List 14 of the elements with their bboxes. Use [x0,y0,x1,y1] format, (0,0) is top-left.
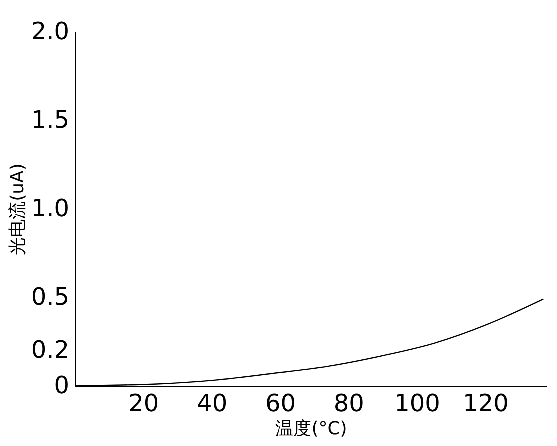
x-tick-label: 20 [128,390,160,418]
y-tick-label: 0.5 [31,283,70,311]
y-tick-label: 1.5 [31,106,70,134]
x-axis-title: 温度(°C) [276,418,348,440]
x-tick-label: 100 [394,390,440,418]
x-tick-label: 80 [334,390,364,418]
y-tick-label: 0 [54,372,70,400]
y-axis-title: 光电流(uA) [7,164,28,256]
x-tick-label: 40 [197,390,228,418]
x-tick-label: 120 [463,390,509,418]
x-tick-label: 60 [265,390,296,418]
y-tick-label: 1.0 [31,194,70,222]
y-tick-label: 0.2 [31,336,70,364]
y-tick-label: 2.0 [31,18,70,46]
